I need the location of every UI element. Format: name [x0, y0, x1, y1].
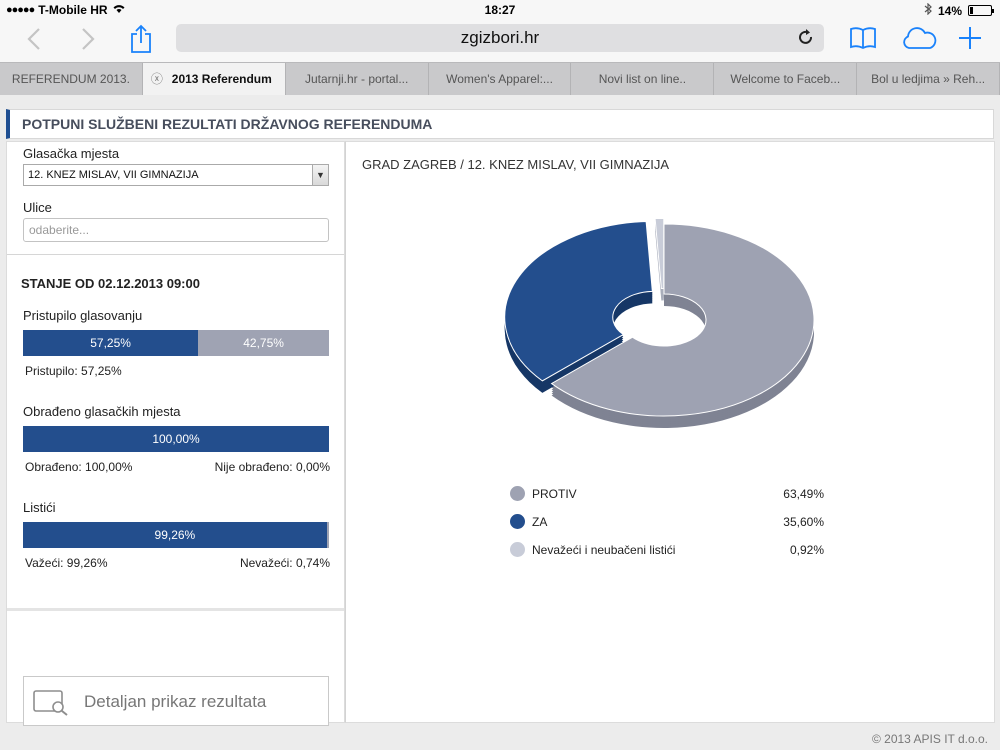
legend-item-invalid: Nevažeći i neubačeni listići 0,92%	[510, 542, 824, 570]
legend-label: PROTIV	[532, 487, 577, 501]
reload-icon[interactable]	[798, 24, 814, 60]
tab-womens-apparel[interactable]: Women's Apparel:...	[429, 63, 572, 95]
legend-value: 35,60%	[783, 515, 824, 529]
streets-input[interactable]: odaberite...	[23, 218, 329, 242]
legend-label: Nevažeći i neubačeni listići	[532, 543, 676, 557]
divider	[7, 254, 344, 255]
back-button[interactable]	[26, 26, 42, 57]
valid-note: Važeći: 99,26%	[25, 556, 108, 570]
tab-label: 2013 Referendum	[171, 72, 272, 86]
tab-referendum-2013[interactable]: REFERENDUM 2013.	[0, 63, 143, 95]
clock: 18:27	[484, 3, 516, 17]
results-pie-chart	[504, 217, 815, 428]
detailed-results-button[interactable]: Detaljan prikaz rezultata	[23, 676, 329, 726]
divider	[7, 608, 344, 611]
chevron-down-icon: ▼	[312, 165, 328, 185]
ballots-bar-fill: 99,26%	[23, 522, 327, 548]
detailed-results-label: Detaljan prikaz rezultata	[84, 692, 267, 711]
processed-note: Obrađeno: 100,00%	[25, 460, 133, 474]
legend-value: 0,92%	[789, 543, 824, 557]
ballots-bar: 99,26%	[23, 522, 329, 548]
tab-2013-referendum[interactable]: ⓧ 2013 Referendum	[142, 63, 286, 95]
pie-slice-za[interactable]	[504, 220, 653, 382]
new-tab-button[interactable]	[958, 25, 982, 56]
signal-icon: ●●●●●	[6, 4, 35, 16]
status-bar: ●●●●● T-Mobile HR 18:27 14%	[0, 0, 1000, 20]
browser-toolbar: zgizbori.hr	[0, 20, 1000, 62]
processed-bar-fill: 100,00%	[23, 426, 329, 452]
forward-button[interactable]	[80, 26, 96, 57]
wifi-icon	[112, 3, 126, 17]
legend-value: 63,49%	[783, 487, 824, 501]
streets-label: Ulice	[23, 200, 52, 215]
invalid-note: Nevažeći: 0,74%	[239, 556, 330, 570]
close-tab-icon[interactable]: ⓧ	[150, 72, 163, 86]
bluetooth-icon	[924, 2, 932, 18]
icloud-tabs-button[interactable]	[900, 27, 938, 56]
breadcrumb: GRAD ZAGREB / 12. KNEZ MISLAV, VII GIMNA…	[362, 157, 670, 172]
address-bar[interactable]: zgizbori.hr	[176, 24, 824, 52]
legend-item-za: ZA 35,60%	[510, 514, 824, 542]
battery-icon	[968, 5, 994, 16]
pie-slice-protiv[interactable]	[550, 223, 815, 417]
tab-facebook[interactable]: Welcome to Faceb...	[714, 63, 858, 95]
tab-bar: REFERENDUM 2013. ⓧ 2013 Referendum Jutar…	[0, 62, 1000, 95]
status-right: 14%	[924, 2, 994, 18]
status-heading: STANJE OD 02.12.2013 09:00	[21, 276, 200, 291]
carrier-info: ●●●●● T-Mobile HR	[6, 3, 126, 17]
chart-legend: PROTIV 63,49% ZA 35,60% Nevažeći i neuba…	[510, 486, 824, 570]
turnout-bar-fill: 57,25%	[23, 330, 199, 356]
pie-slice-invalid[interactable]	[654, 217, 665, 289]
turnout-bar: 57,25% 42,75%	[23, 330, 329, 356]
legend-item-protiv: PROTIV 63,49%	[510, 486, 824, 514]
processed-bar: 100,00%	[23, 426, 329, 452]
turnout-bar-rest: 42,75%	[243, 336, 284, 350]
battery-percent: 14%	[937, 3, 962, 18]
polling-station-value: 12. KNEZ MISLAV, VII GIMNAZIJA	[28, 169, 199, 181]
footer-copyright: © 2013 APIS IT d.o.o.	[871, 732, 988, 746]
page-content: POTPUNI SLUŽBENI REZULTATI DRŽAVNOG REFE…	[0, 95, 1000, 750]
polling-station-select[interactable]: 12. KNEZ MISLAV, VII GIMNAZIJA ▼	[23, 164, 329, 186]
polling-station-label: Glasačka mjesta	[23, 146, 120, 161]
legend-label: ZA	[532, 515, 548, 529]
tab-novi-list[interactable]: Novi list on line..	[571, 63, 715, 95]
tab-jutarnji[interactable]: Jutarnji.hr - portal...	[286, 63, 429, 95]
ballots-label: Listići	[23, 500, 56, 515]
legend-dot	[510, 542, 525, 557]
tab-bol-u-ledjima[interactable]: Bol u ledjima » Reh...	[857, 63, 1000, 95]
right-panel: GRAD ZAGREB / 12. KNEZ MISLAV, VII GIMNA…	[345, 141, 995, 723]
left-panel: Glasačka mjesta 12. KNEZ MISLAV, VII GIM…	[6, 141, 345, 726]
magnifier-icon	[33, 690, 71, 721]
turnout-label: Pristupilo glasovanju	[23, 308, 143, 323]
legend-dot	[510, 514, 525, 529]
not-processed-note: Nije obrađeno: 0,00%	[214, 460, 330, 474]
share-button[interactable]	[129, 24, 153, 59]
url-text: zgizbori.hr	[460, 28, 540, 47]
legend-dot	[510, 486, 525, 501]
bookmarks-button[interactable]	[849, 25, 877, 56]
carrier-name: T-Mobile HR	[38, 3, 108, 17]
turnout-note: Pristupilo: 57,25%	[25, 364, 122, 378]
processed-label: Obrađeno glasačkih mjesta	[23, 404, 181, 419]
page-title: POTPUNI SLUŽBENI REZULTATI DRŽAVNOG REFE…	[6, 109, 994, 139]
